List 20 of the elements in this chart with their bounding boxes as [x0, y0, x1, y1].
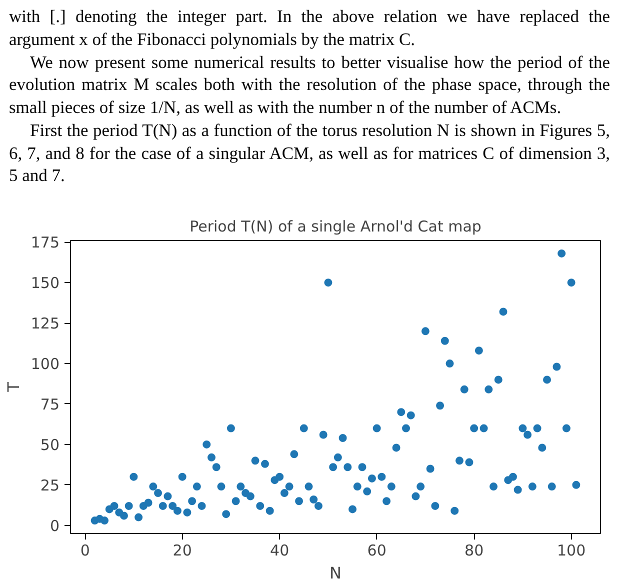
x-tick-label: 20 — [172, 542, 192, 560]
y-tick-label: 175 — [30, 234, 60, 252]
x-axis-title: N — [330, 564, 342, 582]
text: with [.] denoting the integer part. In the above relation we have replaced the argument x of the Fibonacci polynomials by the matrix C. — [9, 5, 610, 50]
y-tick-label: 100 — [30, 355, 60, 374]
text: First the period T(N) as a function of the torus resolution N is shown in Figures 5, 6, 7, and 8 for the case of a singular ACM, as well as for matrices C of dimension 3, 5 and 7. — [9, 118, 610, 187]
x-tick-label: 60 — [367, 542, 386, 560]
y-tick-label: 25 — [40, 476, 60, 494]
x-tick-label: 40 — [270, 542, 290, 560]
y-tick-label: 150 — [30, 274, 60, 292]
y-tick-label: 50 — [40, 436, 60, 454]
y-tick-label: 75 — [40, 395, 60, 414]
y-axis-title: T — [4, 382, 23, 393]
x-tick-label: 100 — [557, 542, 586, 560]
y-tick-label: 125 — [30, 314, 60, 333]
x-tick-label: 0 — [80, 542, 90, 560]
text: We now present some numerical results to better visualise how the period of the evolution matrix M scales both with the resolution of the phase space, through the small pieces of size 1/N, as well as with the number n of the number of ACMs. — [9, 50, 610, 119]
y-tick-label: 0 — [50, 516, 60, 535]
chart-title: Period T(N) of a single Arnol'd Cat map — [190, 218, 482, 236]
x-tick-label: 80 — [464, 542, 484, 560]
